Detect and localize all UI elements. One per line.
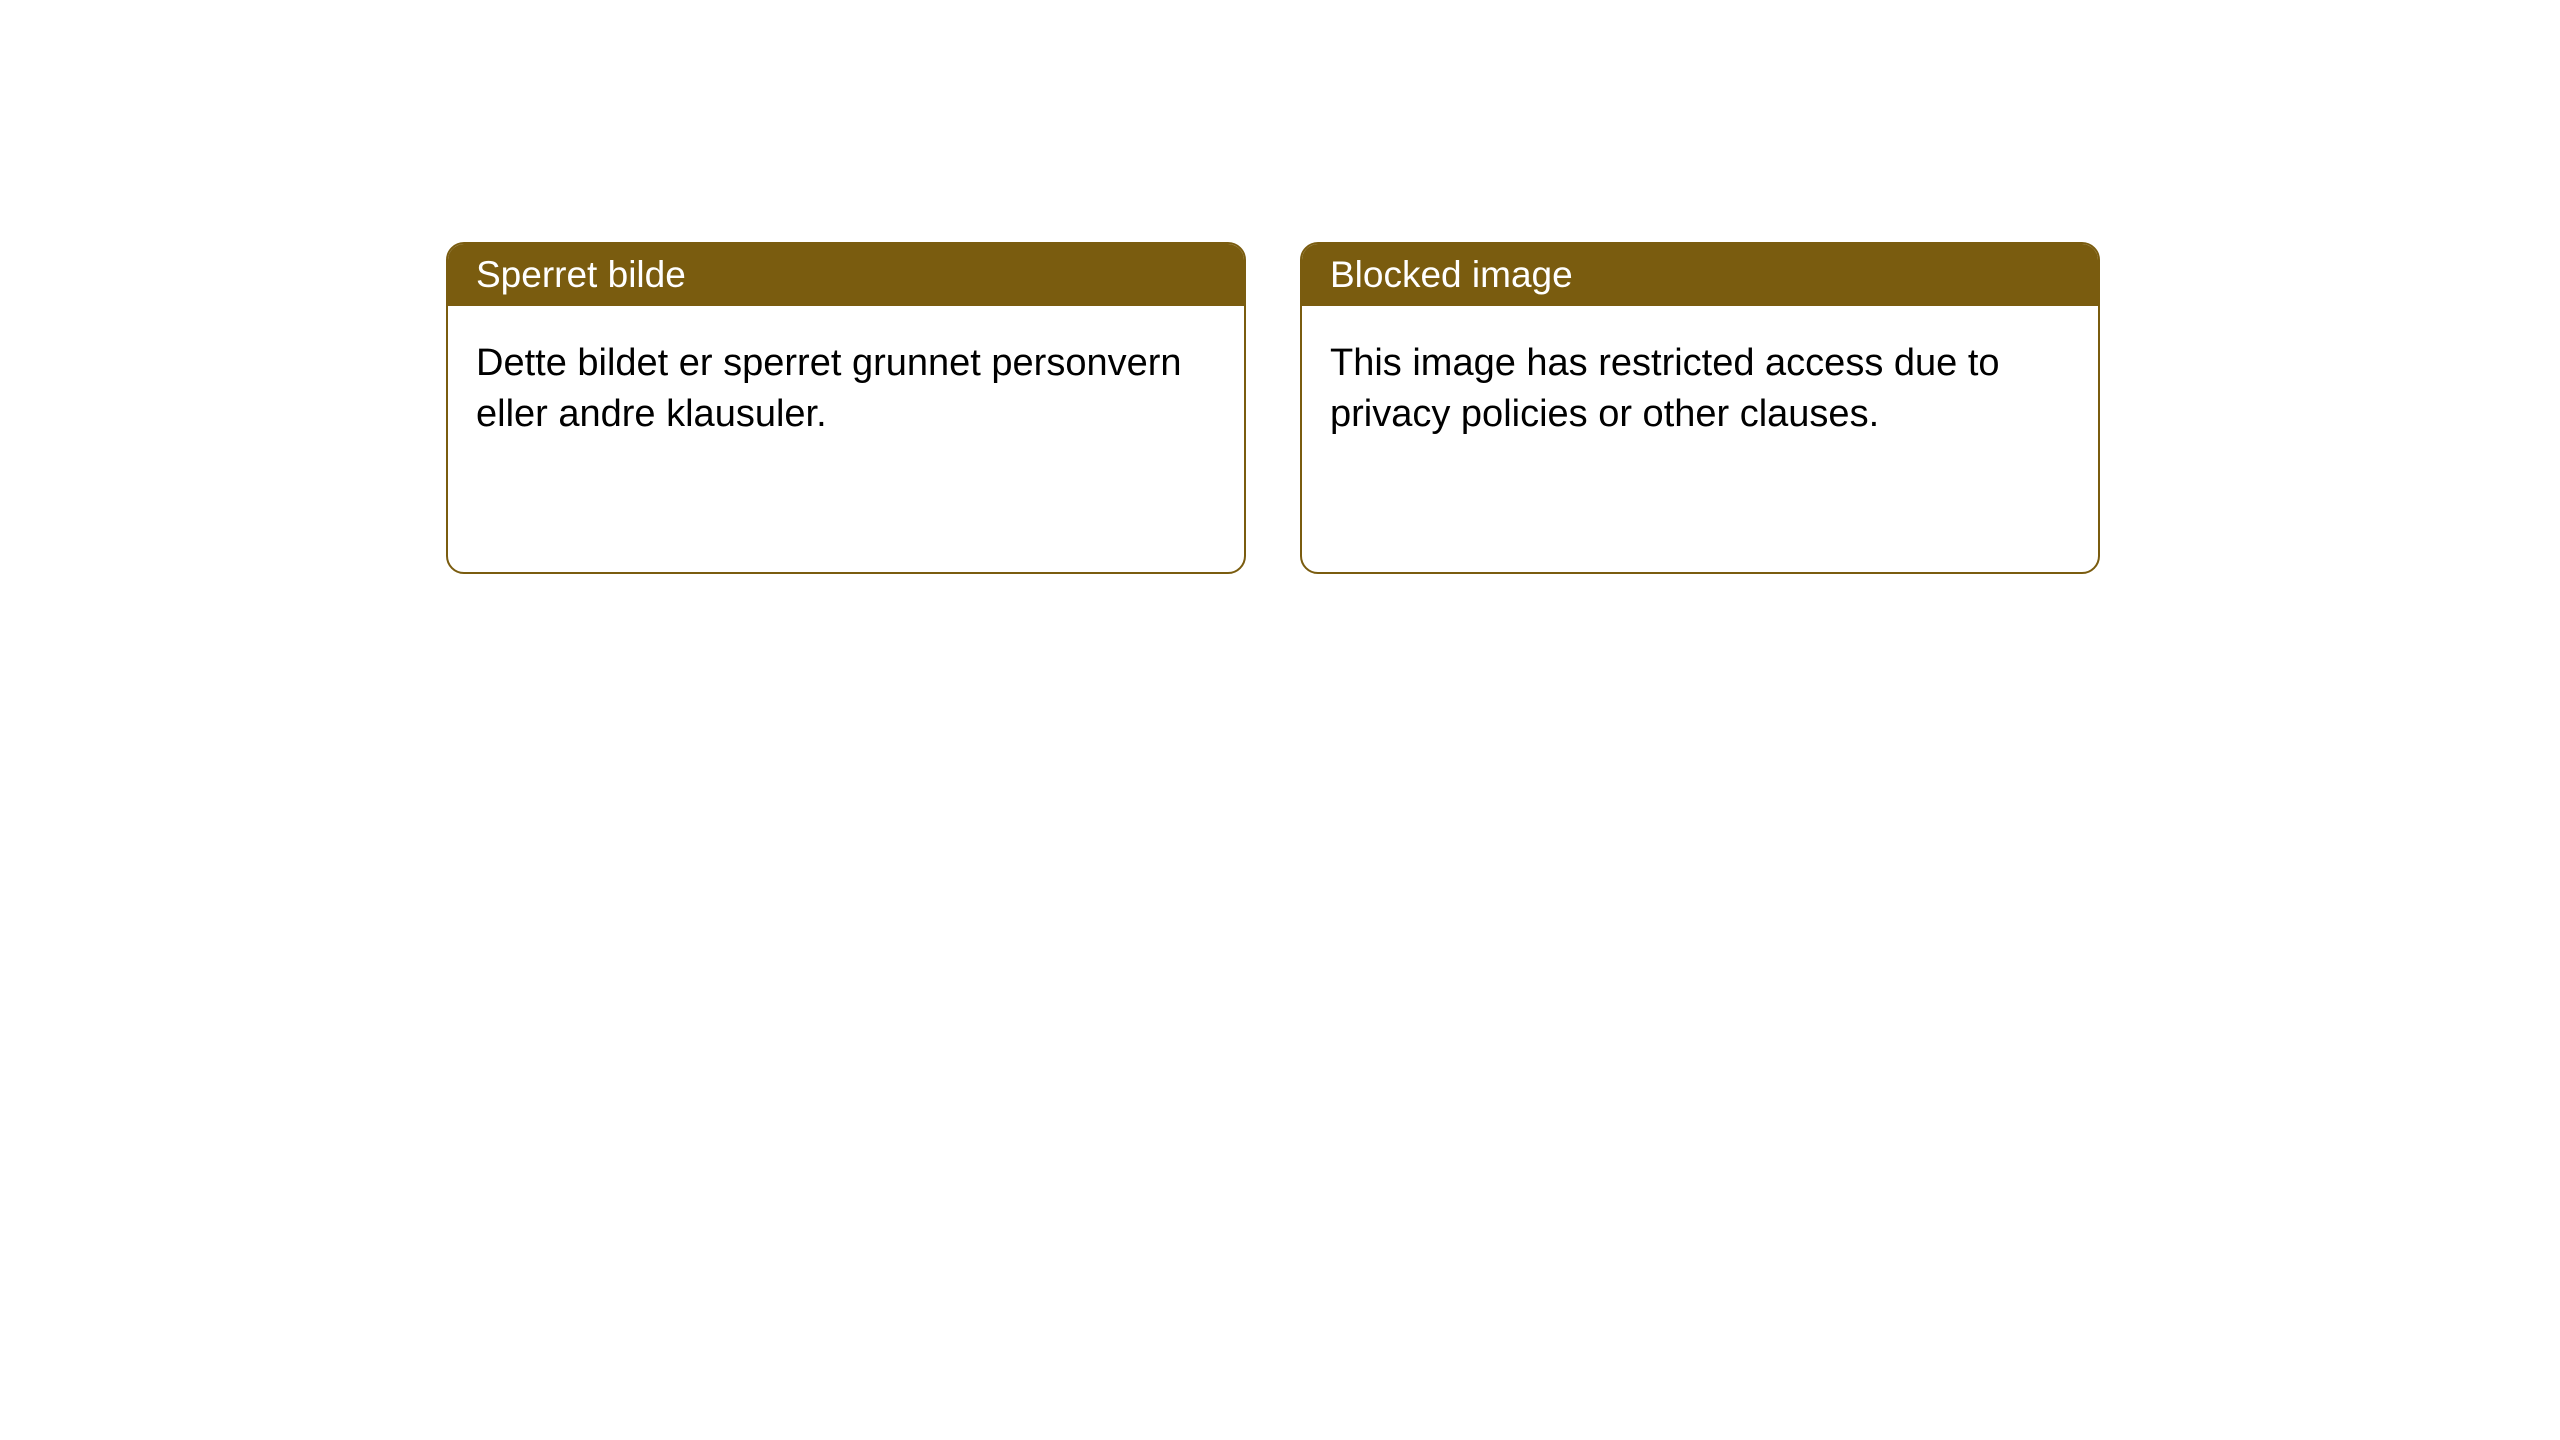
notice-header: Sperret bilde <box>448 244 1244 306</box>
notice-box-english: Blocked image This image has restricted … <box>1300 242 2100 574</box>
notice-body: Dette bildet er sperret grunnet personve… <box>448 306 1244 473</box>
notice-header: Blocked image <box>1302 244 2098 306</box>
notice-box-norwegian: Sperret bilde Dette bildet er sperret gr… <box>446 242 1246 574</box>
notice-body: This image has restricted access due to … <box>1302 306 2098 473</box>
notice-container: Sperret bilde Dette bildet er sperret gr… <box>0 0 2560 574</box>
